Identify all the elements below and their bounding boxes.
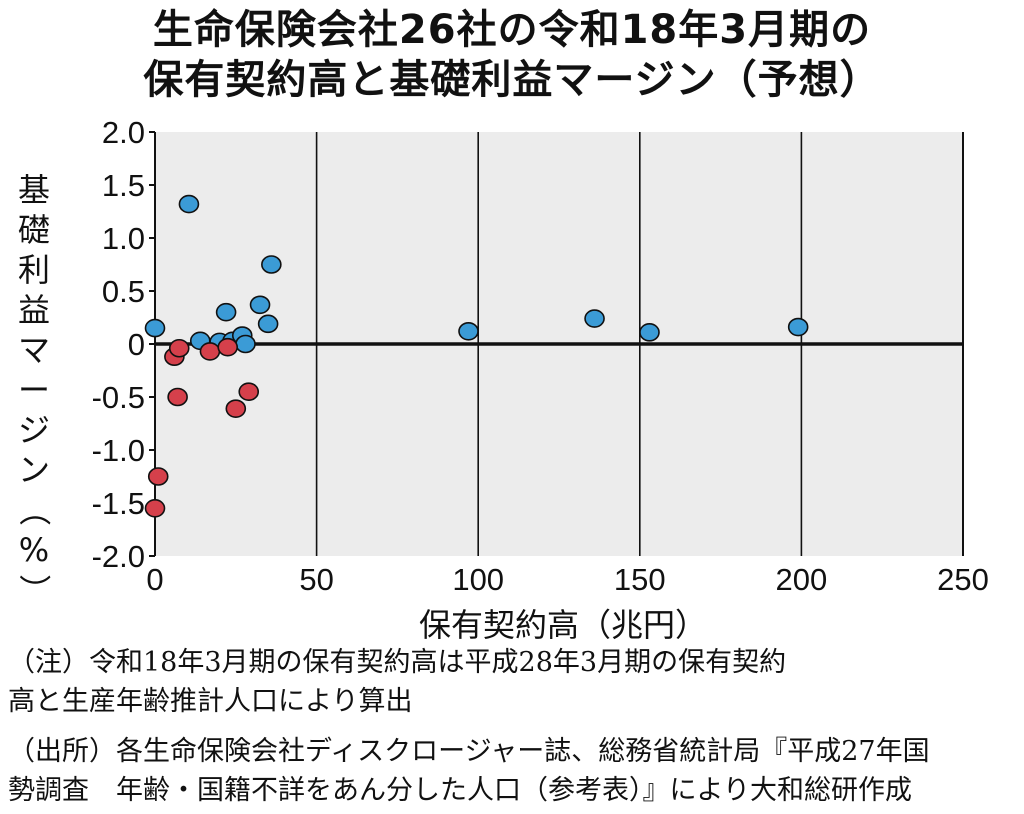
x-tick-label: 0 <box>146 562 163 597</box>
note-line-1: （注）令和18年3月期の保有契約高は平成28年3月期の保有契約 <box>8 647 787 678</box>
y-tick-label: 2.0 <box>102 115 145 150</box>
scatter-chart: 2.01.51.00.50-0.5-1.0-1.5-2.00 50 100 150 20… <box>15 115 989 644</box>
y-tick-label: 0 <box>128 327 145 362</box>
data-point-positive <box>235 334 256 354</box>
x-tick-label: 50 <box>299 562 333 597</box>
y-axis-label-char: 基 <box>18 171 50 209</box>
data-point-positive <box>787 317 809 337</box>
note-line-2: 高と生産年齢推計人口により算出 <box>8 686 413 717</box>
chart-title-line-1: 生命保険会社26社の令和18年3月期の <box>152 7 872 53</box>
data-point-positive <box>257 314 279 334</box>
source-line-2: 勢調査 年齢・国籍不詳をあん分した人口（参考表）』により大和総研作成 <box>8 775 912 806</box>
x-tick-label: 100 <box>452 562 504 597</box>
data-point-positive <box>215 302 237 322</box>
y-axis-label-char: 礎 <box>18 211 50 249</box>
y-axis-label-char: ） <box>15 574 53 606</box>
y-axis-label-char: % <box>19 531 49 569</box>
data-point-negative <box>225 399 247 418</box>
source-line-1: （出所）各生命保険会社ディスクロージャー誌、総務省統計局『平成27年国 <box>8 736 930 767</box>
data-point-positive <box>178 194 200 214</box>
y-axis-label-char: ン <box>18 451 50 489</box>
y-tick-label: 0.5 <box>102 274 145 309</box>
x-tick-label: 250 <box>937 562 989 597</box>
data-point-negative <box>147 467 169 486</box>
data-point-positive <box>458 321 479 341</box>
x-tick-label: 150 <box>614 562 666 597</box>
y-axis-label-char: 利 <box>18 251 50 289</box>
data-point-positive <box>261 255 282 274</box>
chart-title-line-2: 保有契約高と基礎利益マージン（予想） <box>143 57 881 103</box>
data-point-positive <box>584 309 605 328</box>
x-tick-label: 200 <box>776 562 828 597</box>
data-point-negative <box>168 338 190 358</box>
y-tick-label: 1.5 <box>102 168 145 203</box>
y-axis-label-char: ー <box>18 371 50 409</box>
y-tick-label: -1.5 <box>92 486 145 521</box>
data-point-negative <box>238 382 260 402</box>
y-axis-label-char: （ <box>15 494 53 526</box>
y-axis-label-char: 益 <box>18 291 50 329</box>
data-point-positive <box>249 295 271 315</box>
y-tick-label: 1.0 <box>102 221 145 256</box>
data-point-negative <box>167 387 188 407</box>
data-point-positive <box>639 323 660 342</box>
y-tick-label: -1.0 <box>92 433 145 468</box>
y-axis-label-char: マ <box>18 331 50 369</box>
y-axis-label-char: ジ <box>18 411 50 449</box>
data-point-negative <box>217 337 239 357</box>
data-point-positive <box>144 318 166 338</box>
y-tick-label: -0.5 <box>92 380 145 415</box>
x-axis-label: 保有契約高（兆円） <box>419 606 707 644</box>
data-point-negative <box>199 342 221 361</box>
y-tick-label: -2.0 <box>92 539 145 574</box>
data-point-negative <box>144 498 166 518</box>
